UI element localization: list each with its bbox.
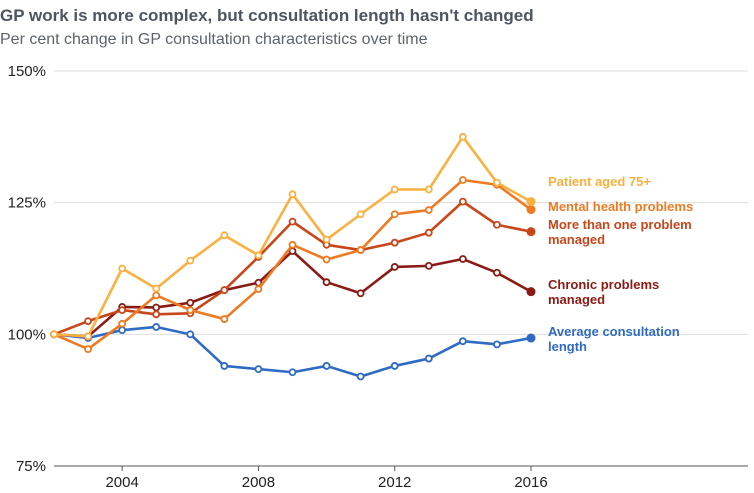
data-point [493, 268, 501, 277]
data-point [288, 217, 297, 226]
data-point [458, 255, 467, 263]
data-point [424, 354, 433, 363]
series-label: Mental health problems [548, 199, 693, 214]
data-point [288, 368, 297, 377]
x-tick-label: 2004 [105, 474, 138, 491]
data-point [220, 315, 229, 323]
series-label: managed [548, 292, 605, 307]
data-point [390, 263, 399, 271]
data-point [424, 261, 433, 270]
data-point [152, 310, 161, 319]
data-point [118, 326, 127, 335]
series-label: Chronic problems [548, 277, 659, 292]
y-tick-label: 150% [8, 63, 46, 80]
data-point [254, 285, 263, 293]
data-point [152, 303, 161, 312]
gridlines [54, 70, 748, 335]
data-point [84, 332, 92, 341]
data-point [458, 197, 467, 206]
data-point [424, 228, 433, 237]
series-label: Patient aged 75+ [548, 174, 651, 189]
data-point [356, 289, 365, 298]
y-axis: 75% 100% 125% 150% [8, 63, 46, 475]
data-point [390, 210, 399, 219]
y-tick-label: 125% [8, 195, 46, 212]
series-label: managed [548, 232, 605, 247]
x-axis: 2004 2008 2012 2016 [54, 465, 748, 491]
chart-subtitle: Per cent change in GP consultation chara… [0, 31, 428, 48]
data-point-end [526, 197, 536, 207]
data-point [84, 317, 92, 326]
chart-title: GP work is more complex, but consultatio… [0, 6, 534, 25]
y-tick-label: 100% [8, 326, 46, 343]
data-point [458, 337, 467, 346]
data-point-end [526, 287, 536, 297]
data-point [118, 306, 127, 315]
data-point [152, 291, 161, 300]
data-point-end [526, 227, 536, 237]
data-point [424, 206, 433, 214]
data-point [390, 185, 399, 194]
data-point [84, 345, 92, 353]
data-point [322, 235, 331, 244]
data-point [220, 362, 229, 370]
data-point [322, 255, 331, 264]
y-tick-label: 75% [16, 458, 46, 475]
data-point [390, 238, 399, 247]
data-point [493, 220, 501, 229]
series-label: Average consultation [548, 324, 680, 339]
data-point [493, 340, 501, 349]
series-average-consultation-length [50, 323, 536, 381]
data-point [118, 319, 127, 328]
data-point [152, 323, 161, 331]
data-point [152, 284, 161, 293]
data-point [288, 240, 297, 249]
data-point [458, 132, 467, 141]
x-tick-label: 2012 [378, 474, 411, 491]
data-point [254, 365, 263, 373]
data-point [458, 176, 467, 184]
data-point [288, 190, 297, 199]
data-point-end [526, 205, 536, 215]
data-point [356, 210, 365, 219]
data-point [186, 298, 195, 307]
series-labels: Patient aged 75+ Mental health problems Mo… [548, 174, 693, 354]
data-point [322, 362, 331, 370]
data-point [118, 264, 127, 273]
data-point [424, 185, 433, 194]
data-point [220, 286, 229, 294]
data-point [220, 231, 229, 240]
series-label: length [548, 339, 587, 354]
data-point [186, 306, 195, 315]
data-point [186, 256, 195, 265]
series-patient-aged-75- [50, 132, 536, 341]
data-point [356, 246, 365, 254]
series-group [50, 132, 536, 381]
data-point [390, 362, 399, 370]
series-label: More than one problem [548, 217, 692, 232]
data-point [254, 251, 263, 260]
x-tick-label: 2016 [514, 474, 547, 491]
x-tick-label: 2008 [242, 474, 275, 491]
data-point [493, 178, 501, 187]
data-point [186, 330, 195, 339]
data-point [356, 372, 365, 381]
data-point-end [526, 333, 536, 343]
data-point [322, 278, 331, 287]
data-point [50, 330, 58, 339]
